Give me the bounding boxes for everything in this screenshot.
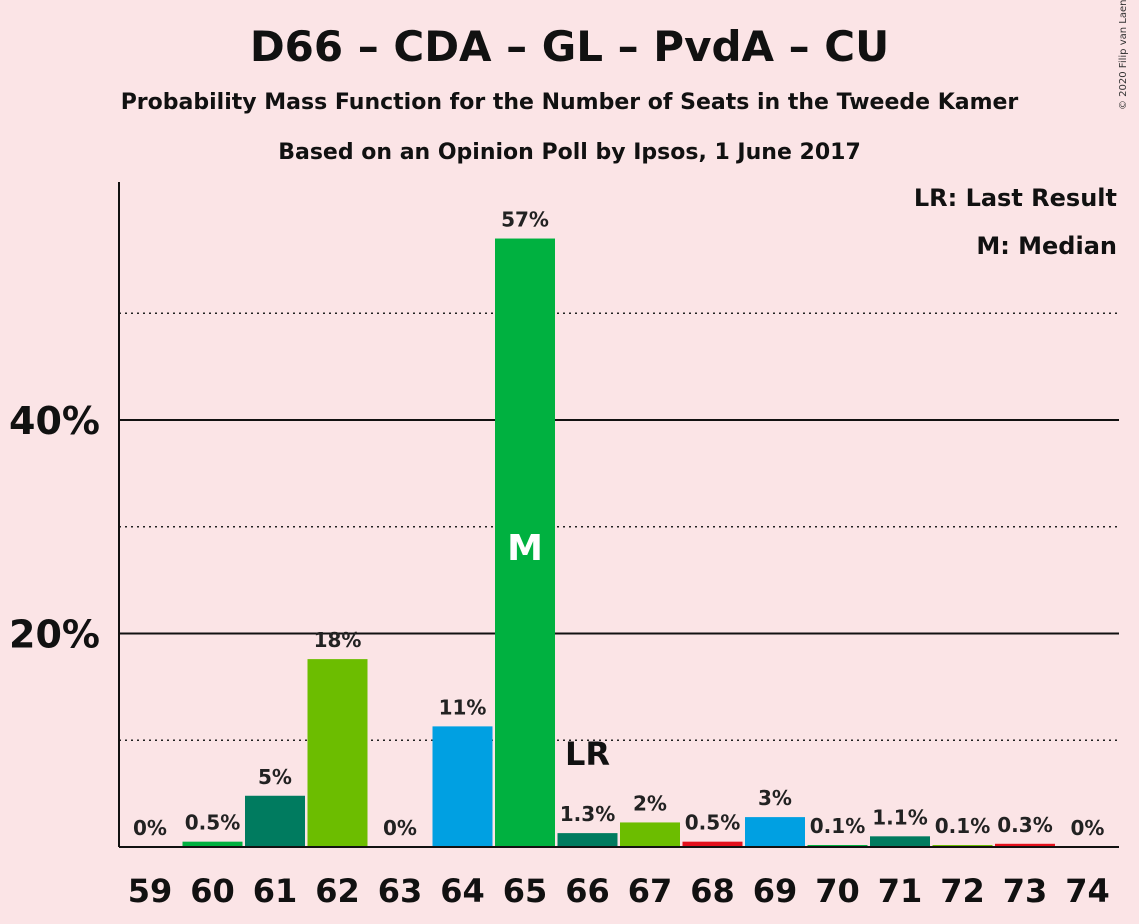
chart-source-line: Based on an Opinion Poll by Ipsos, 1 Jun… bbox=[278, 140, 861, 165]
bar-seats-68 bbox=[682, 841, 743, 847]
median-marker: M bbox=[507, 528, 543, 569]
y-tick-label: 40% bbox=[9, 399, 100, 443]
bar-seats-61 bbox=[245, 795, 305, 847]
x-tick-label: 70 bbox=[815, 872, 860, 910]
x-tick-label: 62 bbox=[315, 872, 360, 910]
bar-seats-66 bbox=[557, 833, 618, 847]
data-label: 1.1% bbox=[872, 805, 927, 829]
bar-seats-62 bbox=[307, 659, 368, 847]
last-result-marker: LR bbox=[565, 735, 610, 773]
data-label: 2% bbox=[633, 791, 667, 815]
bar-seats-71 bbox=[870, 836, 930, 847]
bar-seats-65 bbox=[495, 238, 555, 847]
y-tick-label: 20% bbox=[9, 613, 100, 657]
data-label: 0% bbox=[1071, 816, 1105, 840]
data-label: 0.1% bbox=[810, 814, 865, 838]
data-label: 0.3% bbox=[997, 813, 1052, 837]
data-label: 11% bbox=[439, 695, 487, 719]
data-label: 0% bbox=[133, 816, 167, 840]
chart-title: D66 – CDA – GL – PvdA – CU bbox=[249, 22, 890, 71]
data-label: 0.1% bbox=[935, 814, 990, 838]
x-tick-label: 73 bbox=[1003, 872, 1048, 910]
x-tick-label: 67 bbox=[628, 872, 673, 910]
data-label: 18% bbox=[314, 628, 362, 652]
x-tick-label: 65 bbox=[503, 872, 548, 910]
x-tick-label: 63 bbox=[378, 872, 423, 910]
bar-seats-73 bbox=[995, 843, 1055, 847]
bar-seats-67 bbox=[620, 822, 680, 847]
chart-subtitle: Probability Mass Function for the Number… bbox=[120, 90, 1019, 115]
data-label: 0.5% bbox=[185, 811, 240, 835]
data-label: 0.5% bbox=[685, 811, 740, 835]
x-tick-label: 64 bbox=[440, 872, 485, 910]
data-label: 5% bbox=[258, 765, 292, 789]
x-tick-label: 68 bbox=[690, 872, 735, 910]
bar-seats-64 bbox=[432, 726, 493, 847]
x-tick-label: 61 bbox=[253, 872, 298, 910]
x-tick-label: 72 bbox=[940, 872, 985, 910]
x-tick-label: 59 bbox=[128, 872, 173, 910]
bar-seats-60 bbox=[182, 841, 243, 847]
legend-last-result: LR: Last Result bbox=[913, 184, 1117, 212]
x-tick-label: 66 bbox=[565, 872, 610, 910]
data-label: 57% bbox=[501, 208, 549, 232]
x-tick-label: 69 bbox=[753, 872, 798, 910]
data-label: 1.3% bbox=[560, 802, 615, 826]
legend-median: M: Median bbox=[976, 232, 1117, 260]
x-tick-label: 71 bbox=[878, 872, 923, 910]
data-label: 0% bbox=[383, 816, 417, 840]
x-tick-label: 74 bbox=[1065, 872, 1110, 910]
x-tick-label: 60 bbox=[190, 872, 235, 910]
bar-seats-69 bbox=[745, 817, 805, 847]
data-label: 3% bbox=[758, 786, 792, 810]
